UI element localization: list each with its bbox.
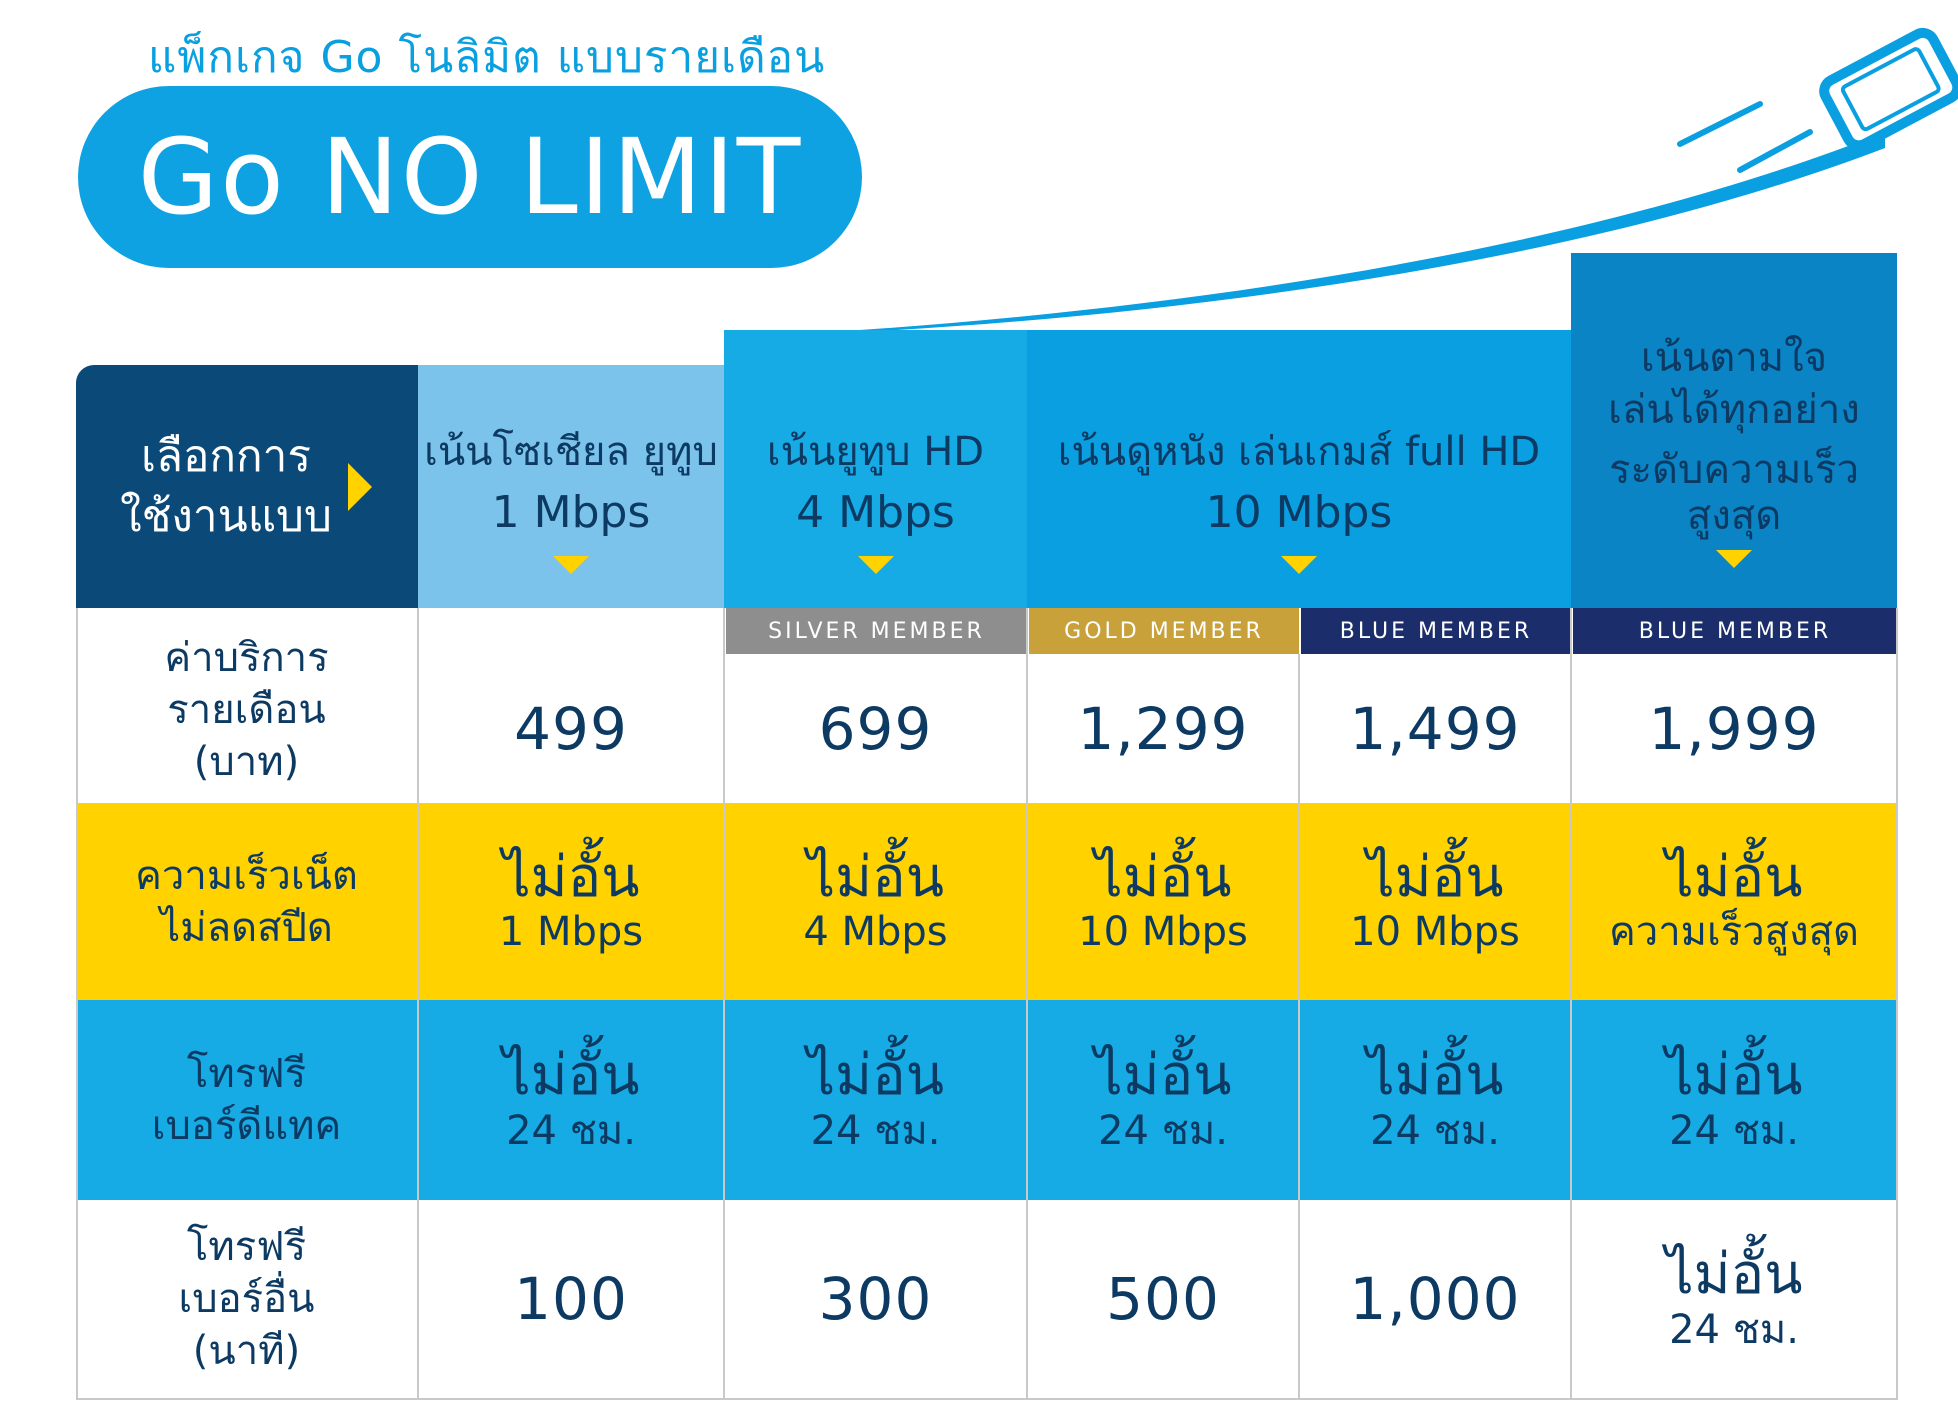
minutes-cell: 300 [818,1265,933,1333]
speed-cell: ไม่อั้น 10 Mbps [1299,803,1571,1000]
minutes-cell: ไม่อั้น 24 ชม. [1571,1200,1897,1398]
plan-line2: เล่นได้ทุกอย่าง [1608,387,1860,433]
row-label-dtac-calls: โทรฟรี เบอร์ดีแทค [76,1000,417,1200]
plan-header-3: เน้นดูหนัง เล่นเกมส์ full HD 10 Mbps [1027,400,1571,600]
row-label-price: ค่าบริการ รายเดือน (บาท) [76,620,417,800]
plan-line3: ระดับความเร็ว [1609,447,1859,493]
plan-speed: 4 Mbps [796,487,955,539]
row-bg-dtac-calls [76,1000,1897,1200]
cell-main: ไม่อั้น [502,1043,640,1109]
price-cell: 1,299 [1077,694,1249,763]
grid-line [417,608,419,1400]
speed-cell: ไม่อั้น 1 Mbps [418,803,724,1000]
minutes-cell: 500 [1106,1265,1220,1333]
swoosh-phone-icon [720,27,1958,338]
triangle-down-icon [553,555,589,574]
price-cell: 1,999 [1648,694,1820,763]
grid-line [76,608,78,1400]
cell-main: ไม่อั้น [1366,844,1504,910]
grid-line [1298,654,1300,1400]
label-line: เบอร์อื่น [178,1276,315,1322]
cell-main: ไม่อั้น [807,1043,944,1109]
grid-line [1026,608,1028,1400]
label-line: โทรฟรี [186,1051,307,1097]
corner-line2: ใช้งานแบบ [120,490,332,542]
badge-blue: BLUE MEMBER [1301,608,1571,654]
corner-line1: เลือกการ [140,431,312,483]
cell-sub: 24 ชม. [1098,1107,1228,1154]
cell-main: ไม่อั้น [1665,1242,1803,1308]
label-line: ความเร็วเน็ต [135,852,358,899]
cell-sub: 24 ชม. [810,1107,941,1154]
triangle-down-icon [1281,555,1317,574]
plan-speed: 10 Mbps [1205,487,1393,539]
plan-header-2: เน้นยูทูบ HD 4 Mbps [724,400,1027,600]
cell-main: ไม่อั้น [502,844,640,910]
title-pill [78,86,862,268]
price-cell: 699 [818,694,933,763]
grid-line [1570,608,1572,1400]
plan-name: เน้นโซเชียล ยูทูบ [424,429,718,476]
grid-line-bottom [76,1398,1898,1400]
dtac-call-cell: ไม่อั้น 24 ชม. [724,1000,1027,1200]
dtac-call-cell: ไม่อั้น 24 ชม. [1571,1000,1897,1200]
cell-sub: 24 ชม. [1669,1107,1799,1154]
grid-line [1896,608,1898,1400]
speed-cell: ไม่อั้น 4 Mbps [724,803,1027,1000]
row-label-other-calls: โทรฟรี เบอร์อื่น (นาที) [76,1200,417,1398]
cell-main: ไม่อั้น [1094,844,1232,910]
speed-cell: ไม่อั้น 10 Mbps [1027,803,1299,1000]
badge-gold: GOLD MEMBER [1029,608,1299,654]
plan-name: เน้นยูทูบ HD [766,429,985,476]
cell-sub: 24 ชม. [1370,1107,1500,1154]
cell-sub: 24 ชม. [506,1107,636,1154]
label-line: รายเดือน [167,687,326,733]
triangle-down-icon [857,555,894,574]
cell-sub: 1 Mbps [498,909,644,956]
badge-silver: SILVER MEMBER [726,608,1027,654]
badge-blue: BLUE MEMBER [1573,608,1897,654]
plan-name: เน้นดูหนัง เล่นเกมส์ full HD [1057,429,1541,476]
corner-label: เลือกการ ใช้งานแบบ [76,365,376,608]
speed-cell: ไม่อั้น ความเร็วสูงสุด [1571,803,1897,1000]
dtac-call-cell: ไม่อั้น 24 ชม. [1299,1000,1571,1200]
cell-main: ไม่อั้น [1366,1043,1504,1109]
cell-main: ไม่อั้น [1094,1043,1232,1109]
label-line: ค่าบริการ [164,635,329,681]
plan-speed: 1 Mbps [491,487,651,539]
dtac-call-cell: ไม่อั้น 24 ชม. [1027,1000,1299,1200]
header-bg-plan-5 [1571,253,1897,608]
package-title: Go NO LIMIT [137,116,803,238]
minutes-cell: 1,000 [1349,1265,1521,1333]
label-line: โทรฟรี [186,1224,307,1270]
cell-sub: 10 Mbps [1350,909,1520,956]
cell-sub: ความเร็วสูงสุด [1609,909,1859,956]
plan-header-1: เน้นโซเชียล ยูทูบ 1 Mbps [418,400,724,600]
cell-sub: 4 Mbps [803,909,948,956]
label-line: เบอร์ดีแทค [151,1103,342,1149]
price-cell: 1,499 [1349,694,1521,763]
row-bg-speed [76,803,1897,1000]
triangle-down-icon [1716,550,1752,568]
cell-main: ไม่อั้น [807,844,944,910]
minutes-cell: 100 [514,1265,628,1333]
plan-header-4: เน้นตามใจ เล่นได้ทุกอย่าง ระดับความเร็ว … [1571,300,1897,600]
triangle-right-icon [348,463,372,511]
label-line: (นาที) [192,1328,301,1374]
label-line: ไม่ลดสปีด [160,904,333,951]
cell-main: ไม่อั้น [1665,1043,1803,1109]
plan-line4: สูงสุด [1686,493,1782,539]
cell-sub: 10 Mbps [1078,909,1248,956]
row-label-speed: ความเร็วเน็ต ไม่ลดสปีด [76,803,417,1000]
grid-line [723,608,725,1400]
cell-sub: 24 ชม. [1669,1306,1799,1353]
label-line: (บาท) [193,739,300,785]
package-subtitle: แพ็กเกจ Go โนลิมิต แบบรายเดือน [148,32,826,83]
plan-line1: เน้นตามใจ [1640,335,1828,381]
cell-main: ไม่อั้น [1665,844,1803,910]
price-cell: 499 [514,694,628,763]
dtac-call-cell: ไม่อั้น 24 ชม. [418,1000,724,1200]
